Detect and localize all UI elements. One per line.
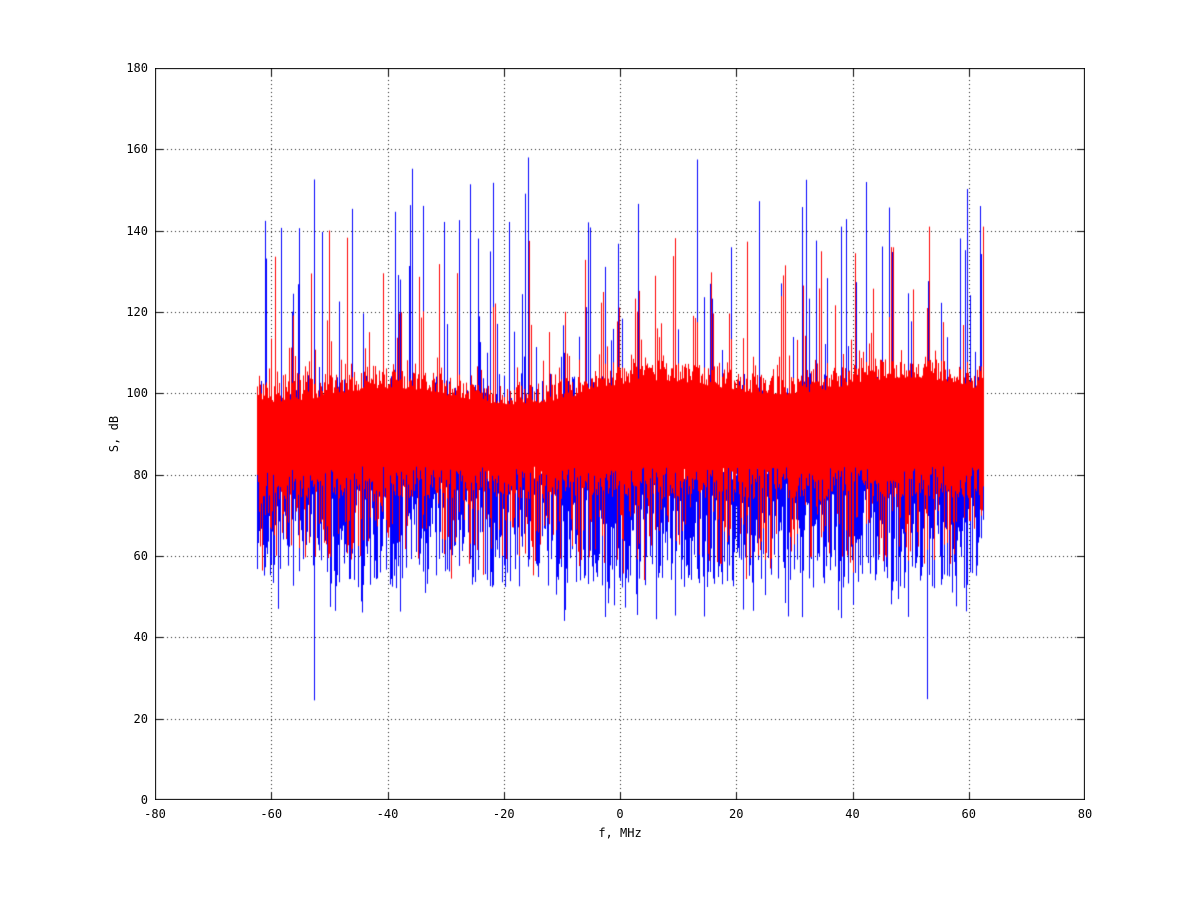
y-tick-label: 160 bbox=[126, 142, 148, 157]
y-tick-label: 40 bbox=[133, 630, 148, 645]
x-tick-label: 40 bbox=[845, 807, 860, 821]
x-tick-label: 80 bbox=[1077, 807, 1093, 821]
spectrum-plot-canvas bbox=[155, 68, 1085, 800]
y-tick-label: 180 bbox=[126, 61, 148, 75]
x-axis-title: f, MHz bbox=[598, 826, 642, 840]
x-tick-label: 0 bbox=[616, 807, 624, 821]
y-tick-label: 80 bbox=[133, 467, 148, 482]
y-tick-label: 0 bbox=[140, 793, 148, 807]
x-tick-label: -40 bbox=[376, 807, 399, 821]
x-tick-label: -60 bbox=[260, 807, 283, 821]
y-tick-label: 20 bbox=[133, 711, 148, 726]
x-tick-label: 60 bbox=[961, 807, 976, 821]
x-tick-label: -20 bbox=[492, 807, 515, 821]
y-tick-label: 100 bbox=[126, 386, 148, 401]
x-tick-label: -80 bbox=[144, 807, 166, 821]
y-tick-label: 120 bbox=[126, 305, 148, 319]
y-tick-label: 140 bbox=[126, 223, 148, 238]
y-tick-label: 60 bbox=[133, 549, 148, 563]
y-axis-title: S, dB bbox=[107, 415, 121, 453]
x-tick-label: 20 bbox=[729, 807, 744, 821]
